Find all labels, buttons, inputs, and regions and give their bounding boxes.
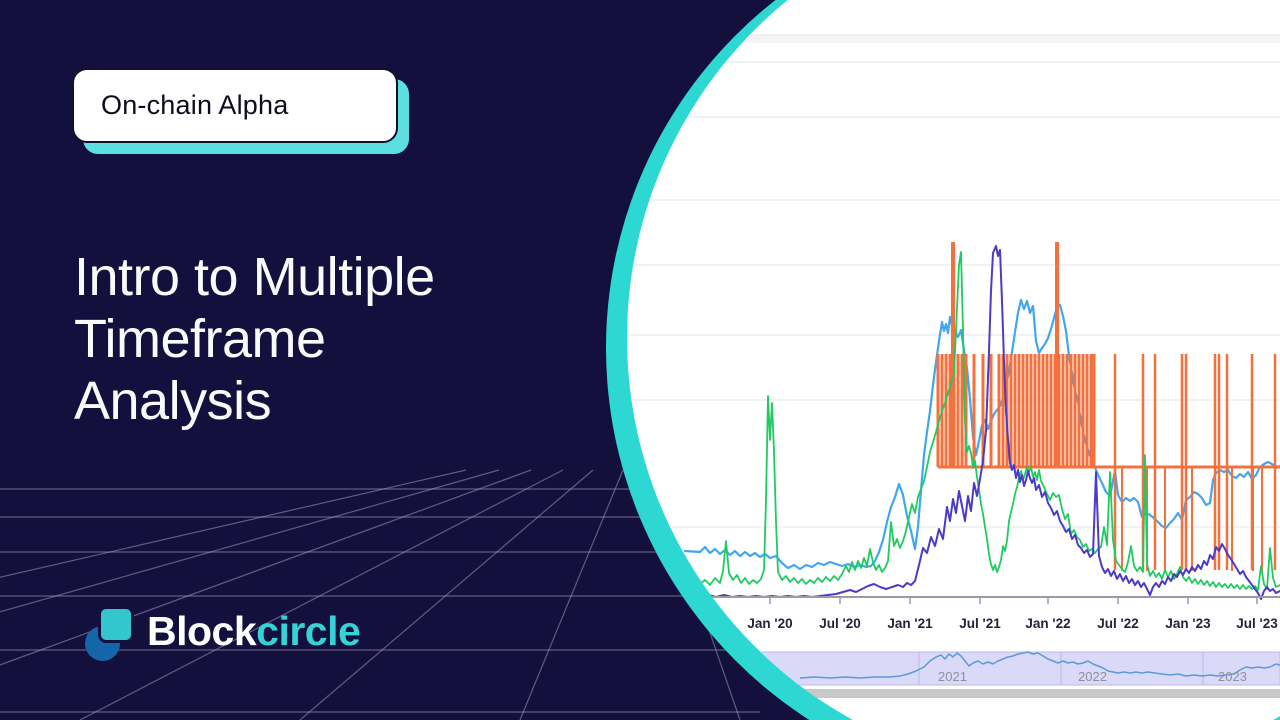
x-tick-label: Jul '23: [1236, 616, 1278, 631]
onchain-chart: Jan '20 Jul '20 Jan '21 Jul '21 Jan '22 Jul '…: [627, 34, 1280, 698]
x-tick-label: Jan '22: [1025, 616, 1070, 631]
navigator-line: [799, 651, 1280, 679]
chart-circle: Jan '20 Jul '20 Jan '21 Jul '21 Jan '22 Jul '…: [627, 0, 1280, 720]
blockcircle-logo-icon: [85, 602, 141, 661]
topic-badge: On-chain Alpha: [72, 68, 398, 143]
signal-bars: [684, 242, 1280, 600]
chart-scrollbar: [640, 689, 1280, 698]
x-axis: Jan '20 Jul '20 Jan '21 Jul '21 Jan '22 Jul '…: [640, 596, 1280, 631]
x-tick-label: Jan '23: [1165, 616, 1211, 631]
navigator-year-label: 2022: [1078, 669, 1107, 684]
purple-line: [689, 245, 1280, 600]
x-tick-label: Jan '21: [887, 616, 933, 631]
x-tick-label: Jul '22: [1097, 616, 1138, 631]
x-tick-label: Jul '21: [959, 616, 1001, 631]
brand-wordmark: Blockcircle: [147, 607, 361, 655]
page-title: Intro to Multiple Timeframe Analysis: [74, 247, 435, 432]
blue-line: [683, 298, 1280, 571]
brand-word-accent: circle: [256, 607, 361, 654]
chart-series: [683, 298, 1280, 571]
navigator-year-label: 2023: [1218, 669, 1247, 684]
green-line: [684, 251, 1280, 591]
scrollbar-track: [640, 689, 1280, 698]
navigator-year-label: 2021: [938, 669, 967, 684]
logo-square-shape: [98, 606, 134, 643]
chart-navigator: 2021 2022 2023: [639, 651, 1280, 686]
x-tick-label: Jul '20: [819, 616, 860, 631]
x-tick-label: Jan '20: [747, 616, 792, 631]
brand-word-primary: Block: [147, 607, 257, 654]
topic-badge-label: On-chain Alpha: [101, 90, 289, 120]
brand-logo: Blockcircle: [85, 600, 361, 662]
